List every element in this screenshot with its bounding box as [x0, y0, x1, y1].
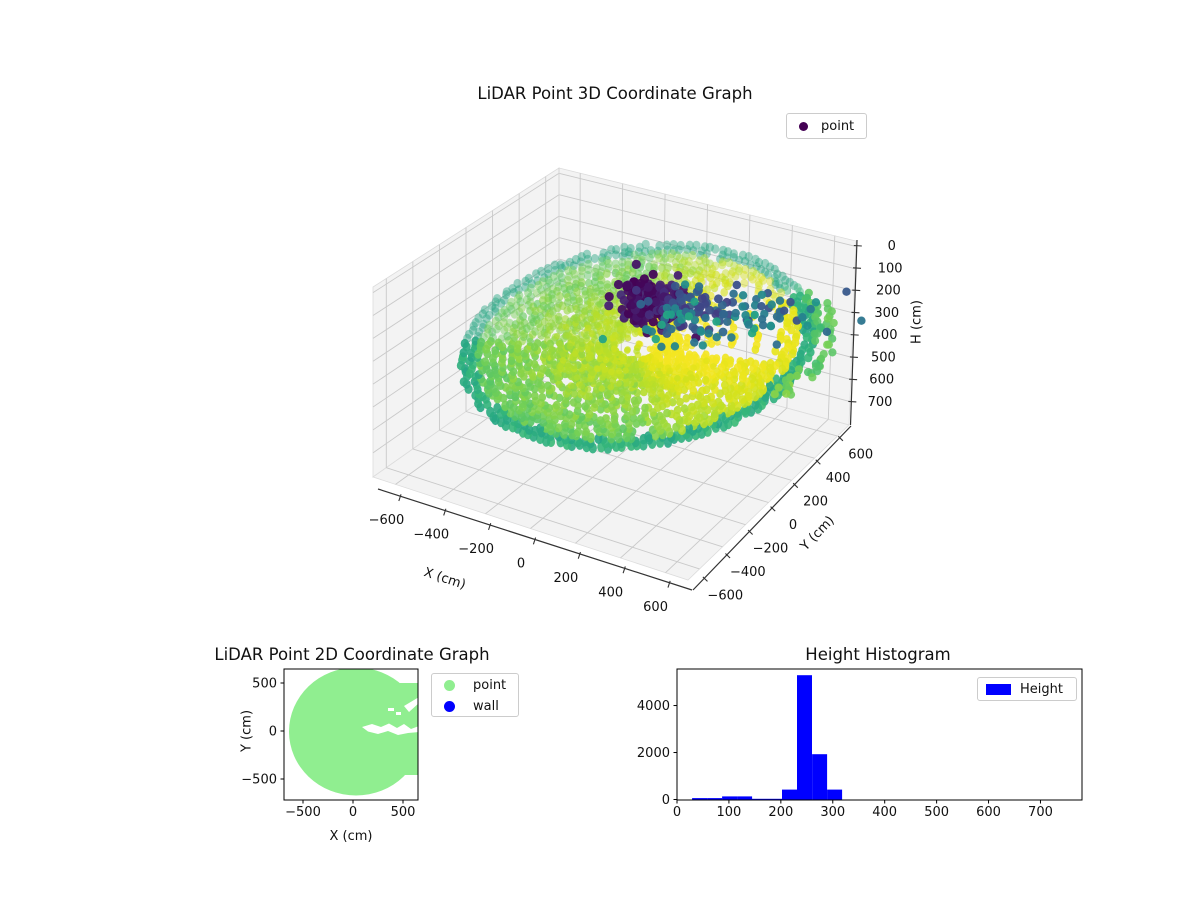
- histogram-legend: Height: [977, 677, 1077, 701]
- svg-text:0: 0: [517, 557, 525, 572]
- 3d-point-cloud: [456, 239, 838, 454]
- histogram-axes-frame: [676, 668, 1083, 801]
- 3d-low-height-cluster: [598, 259, 866, 351]
- 3d-x-axis-ticks: −600 −400 −200 0 200 400 600: [369, 494, 671, 615]
- svg-text:200: 200: [553, 571, 578, 586]
- svg-text:−200: −200: [458, 542, 494, 557]
- 2d-y-axis-label: Y (cm): [240, 710, 255, 753]
- svg-text:−600: −600: [707, 588, 743, 603]
- legend-item-point: point: [432, 675, 518, 696]
- svg-text:300: 300: [820, 805, 845, 820]
- svg-text:4000: 4000: [637, 699, 670, 714]
- wall-marker-icon: [444, 701, 455, 712]
- svg-text:700: 700: [1028, 805, 1053, 820]
- svg-text:0: 0: [673, 805, 681, 820]
- svg-text:400: 400: [826, 471, 851, 486]
- 3d-z-axis-ticks: 0 100 200 300 400 500 600 700: [848, 239, 903, 410]
- histogram-bar: [737, 796, 753, 800]
- svg-text:0: 0: [789, 518, 797, 533]
- point-marker-icon: [799, 121, 808, 131]
- y-axis-label: Y (cm): [797, 513, 838, 554]
- svg-text:−600: −600: [369, 513, 405, 528]
- svg-text:200: 200: [803, 495, 828, 510]
- svg-text:600: 600: [848, 448, 873, 463]
- 2d-x-axis-label: X (cm): [330, 829, 373, 844]
- svg-text:−400: −400: [413, 528, 449, 543]
- histogram-bar: [812, 754, 828, 800]
- 2d-plot-title: LiDAR Point 2D Coordinate Graph: [214, 645, 490, 664]
- height-swatch-icon: [986, 683, 1011, 695]
- histogram-axes: 0 100 200 300 400 500 600 700 0 2000 4000: [637, 668, 1083, 820]
- point-marker-icon: [444, 680, 455, 691]
- svg-text:0: 0: [662, 793, 670, 808]
- svg-text:0: 0: [349, 805, 357, 820]
- legend-label: point: [821, 118, 855, 134]
- svg-text:500: 500: [391, 805, 416, 820]
- legend-item-wall: wall: [432, 696, 518, 717]
- svg-text:200: 200: [768, 805, 793, 820]
- svg-text:500: 500: [924, 805, 949, 820]
- svg-text:0: 0: [888, 239, 896, 254]
- histogram-bar: [722, 796, 738, 800]
- histogram-bar: [797, 675, 812, 800]
- svg-text:−500: −500: [285, 805, 321, 820]
- svg-text:500: 500: [871, 350, 896, 365]
- svg-text:0: 0: [269, 725, 277, 740]
- legend-item-height: Height: [978, 678, 1076, 700]
- svg-text:500: 500: [252, 677, 277, 692]
- 3d-plot-title: LiDAR Point 3D Coordinate Graph: [477, 84, 753, 103]
- histogram-title: Height Histogram: [805, 645, 951, 664]
- svg-text:400: 400: [873, 328, 898, 343]
- svg-text:100: 100: [717, 805, 742, 820]
- svg-text:400: 400: [872, 805, 897, 820]
- histogram-bar: [752, 798, 767, 800]
- legend-item-point: point: [787, 114, 866, 138]
- 2d-ticks: −500 0 500 500 0 −500: [241, 677, 415, 821]
- z-axis-label: H (cm): [910, 300, 925, 344]
- svg-text:400: 400: [598, 585, 623, 600]
- svg-text:300: 300: [874, 306, 899, 321]
- 2d-axes-frame: [283, 668, 419, 801]
- x-axis-label: X (cm): [422, 565, 468, 593]
- histogram-ticks: 0 100 200 300 400 500 600 700 0 2000 4000: [637, 699, 1053, 820]
- histogram-bar: [767, 798, 782, 800]
- svg-text:200: 200: [876, 284, 901, 299]
- histogram-bar: [692, 798, 708, 800]
- svg-text:2000: 2000: [637, 746, 670, 761]
- 2d-legend: point wall: [431, 673, 519, 717]
- svg-text:−200: −200: [753, 541, 789, 556]
- svg-text:−500: −500: [241, 773, 277, 788]
- legend-label: Height: [1020, 681, 1063, 697]
- svg-text:700: 700: [868, 395, 893, 410]
- histogram-bar: [707, 798, 723, 800]
- histogram-bar: [782, 789, 797, 800]
- 2d-point-blob: [289, 669, 418, 796]
- legend-label: wall: [473, 699, 499, 714]
- legend-label: point: [473, 678, 507, 693]
- svg-text:100: 100: [878, 261, 903, 276]
- 3d-legend: point: [786, 113, 867, 139]
- 3d-y-axis-ticks: −600 −400 −2000 200 400 600: [702, 435, 873, 603]
- histogram-bars: [692, 675, 843, 800]
- svg-text:600: 600: [976, 805, 1001, 820]
- svg-text:600: 600: [643, 600, 668, 615]
- svg-text:600: 600: [869, 373, 894, 388]
- svg-text:−400: −400: [730, 565, 766, 580]
- 2d-axes: −500 0 500 500 0 −500 X (cm) Y (cm): [240, 668, 419, 844]
- 3d-axes: −600−400−2000200400600−600−400−200020040…: [369, 167, 925, 615]
- histogram-bar: [827, 789, 843, 800]
